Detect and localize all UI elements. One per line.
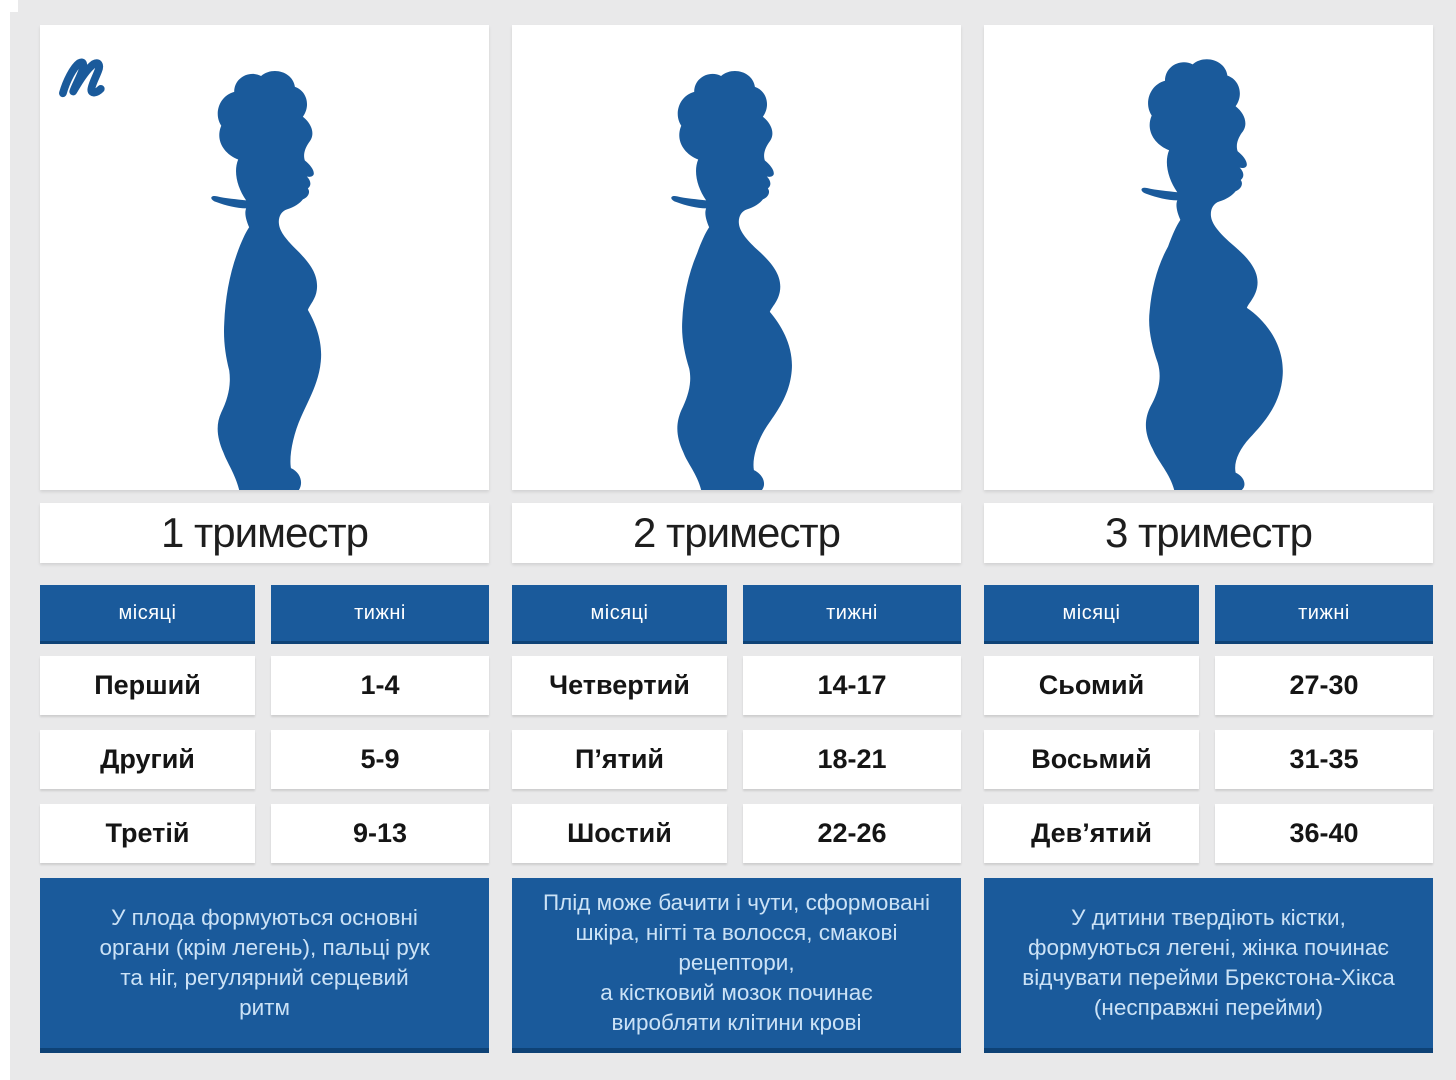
months-column-header: місяці (984, 585, 1199, 641)
trimester-column-2: 2 триместр місяці тижні Четвертий 14-17 … (512, 0, 961, 1048)
trimester-table-2: місяці тижні Четвертий 14-17 П’ятий 18-2… (512, 585, 961, 863)
trimester-title: 1 триместр (40, 503, 489, 563)
trimester-description: Плід може бачити і чути, сформовані шкір… (512, 878, 961, 1048)
month-cell: Шостий (512, 804, 727, 863)
month-cell: Третій (40, 804, 255, 863)
weeks-column-header: тижні (743, 585, 961, 641)
trimester-description: У дитини твердіють кістки, формуються ле… (984, 878, 1433, 1048)
weeks-column-header: тижні (1215, 585, 1433, 641)
figure-box-2 (512, 25, 961, 490)
pregnant-woman-silhouette-trimester-2-icon (670, 71, 792, 490)
weeks-cell: 14-17 (743, 656, 961, 715)
trimester-title: 3 триместр (984, 503, 1433, 563)
month-cell: Четвертий (512, 656, 727, 715)
weeks-cell: 36-40 (1215, 804, 1433, 863)
page-left-edge (0, 0, 10, 1080)
month-cell: П’ятий (512, 730, 727, 789)
figure-box-3 (984, 25, 1433, 490)
weeks-cell: 5-9 (271, 730, 489, 789)
trimester-column-1: 1 триместр місяці тижні Перший 1-4 Други… (40, 0, 489, 1048)
pregnant-woman-silhouette-trimester-1-icon (210, 71, 321, 490)
weeks-column-header: тижні (271, 585, 489, 641)
trimester-description: У плода формуються основні органи (крім … (40, 878, 489, 1048)
month-cell: Перший (40, 656, 255, 715)
weeks-cell: 18-21 (743, 730, 961, 789)
brand-logo-icon (59, 58, 105, 98)
trimester-table-1: місяці тижні Перший 1-4 Другий 5-9 Треті… (40, 585, 489, 863)
trimester-title: 2 триместр (512, 503, 961, 563)
months-column-header: місяці (512, 585, 727, 641)
weeks-cell: 22-26 (743, 804, 961, 863)
month-cell: Другий (40, 730, 255, 789)
weeks-cell: 27-30 (1215, 656, 1433, 715)
weeks-cell: 9-13 (271, 804, 489, 863)
trimester-column-3: 3 триместр місяці тижні Сьомий 27-30 Вос… (984, 0, 1433, 1048)
page-corner-edge (0, 0, 18, 12)
weeks-cell: 1-4 (271, 656, 489, 715)
pregnant-woman-silhouette-trimester-3-icon (1140, 59, 1283, 490)
months-column-header: місяці (40, 585, 255, 641)
month-cell: Восьмий (984, 730, 1199, 789)
month-cell: Дев’ятий (984, 804, 1199, 863)
trimester-table-3: місяці тижні Сьомий 27-30 Восьмий 31-35 … (984, 585, 1433, 863)
figure-box-1 (40, 25, 489, 490)
month-cell: Сьомий (984, 656, 1199, 715)
weeks-cell: 31-35 (1215, 730, 1433, 789)
trimester-columns: 1 триместр місяці тижні Перший 1-4 Други… (40, 0, 1433, 1048)
